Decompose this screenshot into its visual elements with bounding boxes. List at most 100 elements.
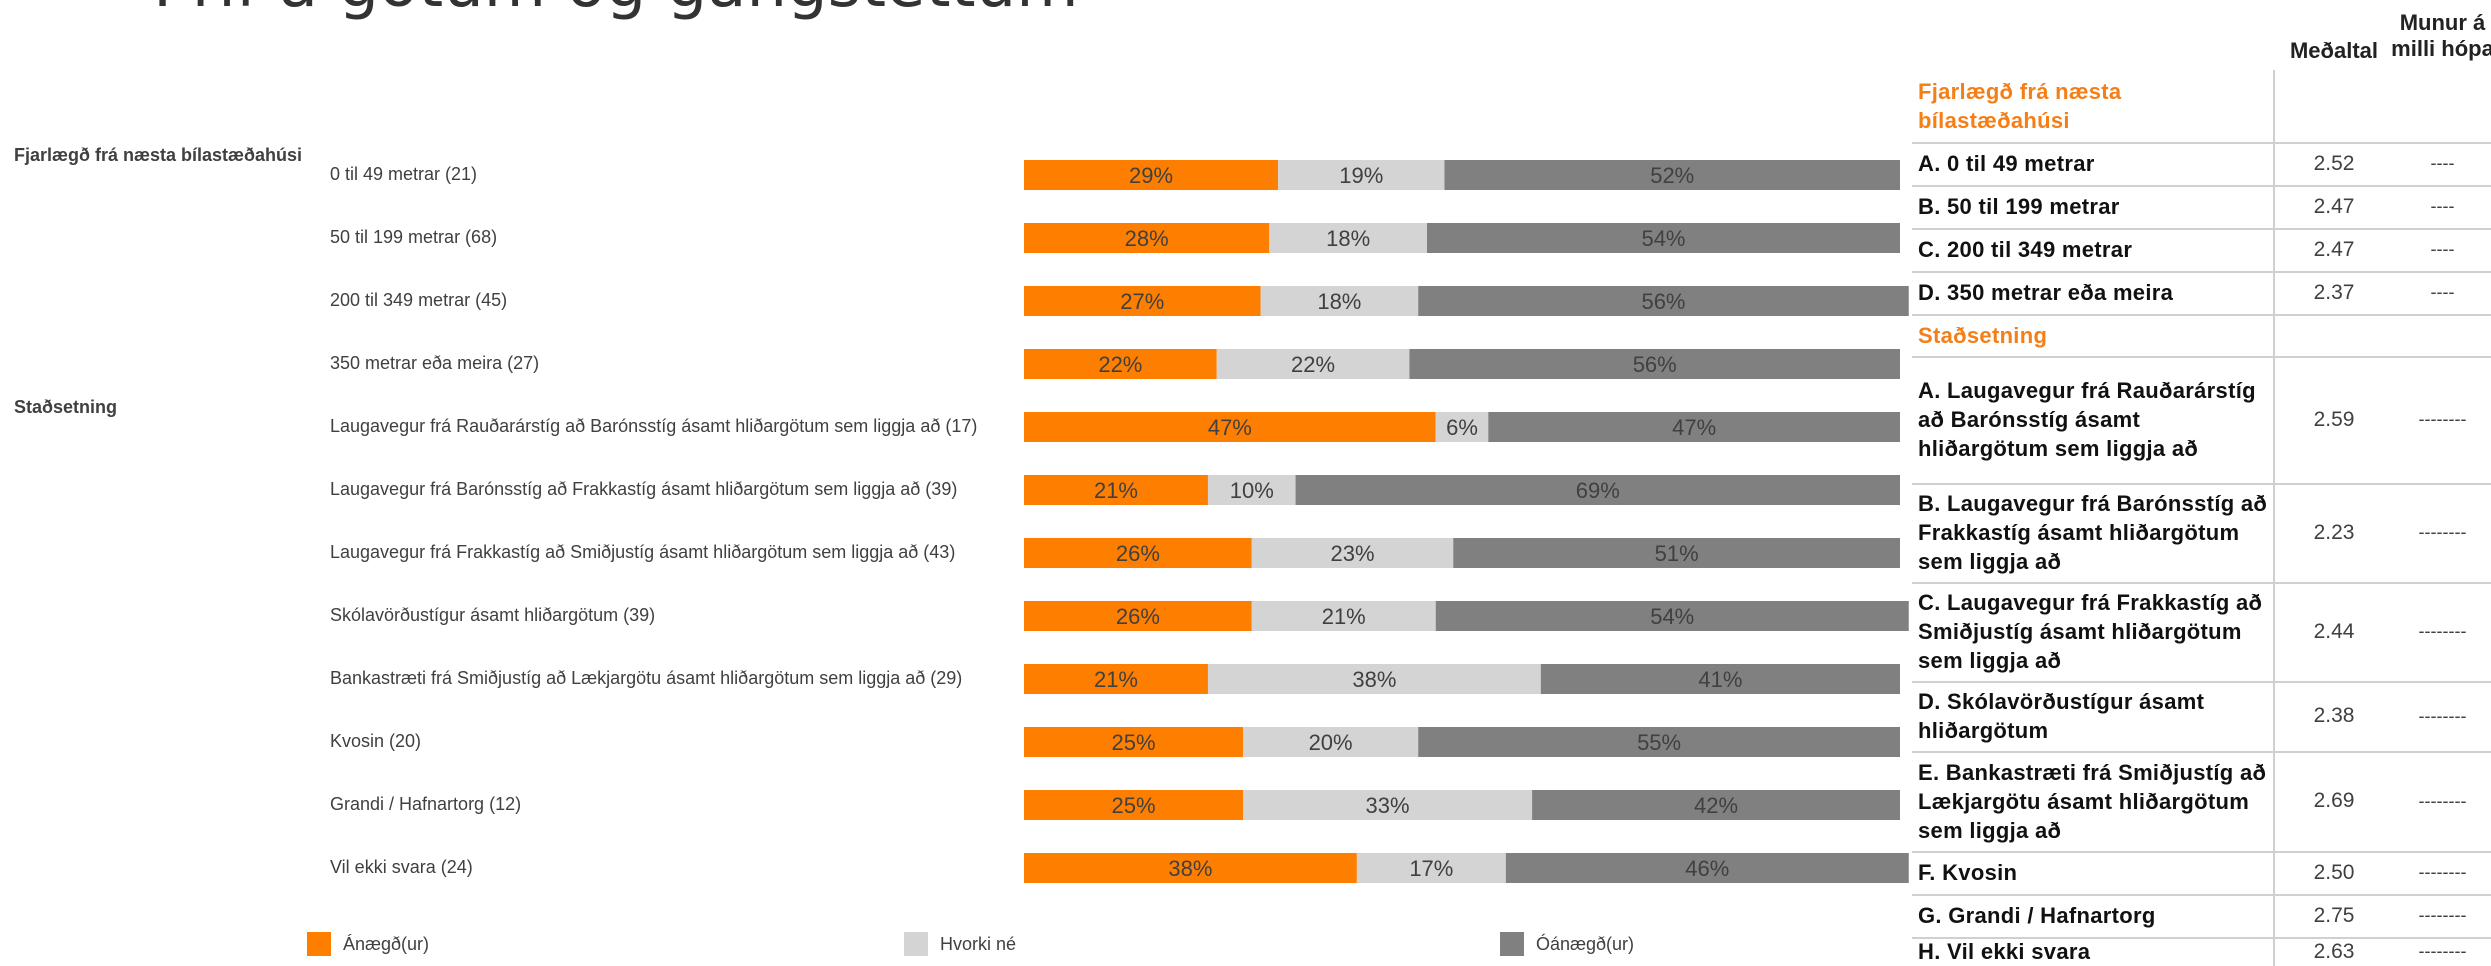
category-label: 200 til 349 metrar (45) [330, 290, 508, 310]
legend-swatch-satisfied [307, 932, 331, 956]
table-divider [1912, 681, 2491, 683]
group-label-distance: Fjarlægð frá næsta bílastæðahúsi [14, 145, 303, 165]
data-label-dissatisfied: 41% [1698, 667, 1742, 692]
table-row-label: G. Grandi / Hafnartorg [1918, 903, 2156, 928]
bar-satisfied [1024, 223, 1270, 253]
data-label-neutral: 22% [1291, 352, 1335, 377]
data-label-satisfied: 47% [1208, 415, 1252, 440]
table-cell-mean: 2.69 [2313, 789, 2355, 812]
table-divider [1912, 483, 2491, 485]
data-label-satisfied: 21% [1094, 478, 1138, 503]
category-label: 350 metrar eða meira (27) [330, 353, 540, 373]
data-label-neutral: 23% [1330, 541, 1374, 566]
bar-dissatisfied [1418, 286, 1909, 316]
bar-satisfied [1024, 790, 1243, 820]
bar-dissatisfied [1444, 160, 1900, 190]
table-cell-diff: ---- [2430, 239, 2455, 259]
bar-neutral [1269, 223, 1427, 253]
data-label-dissatisfied: 69% [1576, 478, 1620, 503]
data-label-neutral: 33% [1366, 793, 1410, 818]
table-row-label: F. Kvosin [1918, 860, 2018, 885]
bar-satisfied [1024, 412, 1436, 442]
bar-neutral [1216, 349, 1410, 379]
bar-satisfied [1024, 664, 1208, 694]
data-label-neutral: 38% [1352, 667, 1396, 692]
table-cell-diff: ---- [2430, 196, 2455, 216]
table-header-mean: Meðaltal [2289, 38, 2379, 63]
table-divider [1912, 142, 2491, 144]
table-cell-diff: -------- [2418, 905, 2467, 925]
table-cell-mean: 2.44 [2313, 619, 2355, 643]
table-cell-diff: -------- [2418, 862, 2467, 882]
data-label-satisfied: 28% [1125, 226, 1169, 251]
data-label-satisfied: 21% [1094, 667, 1138, 692]
bar-neutral [1243, 727, 1419, 757]
data-label-satisfied: 26% [1116, 604, 1160, 629]
table-divider [1912, 185, 2491, 187]
table-divider [1912, 314, 2491, 316]
bar-neutral [1243, 790, 1533, 820]
bar-satisfied [1024, 727, 1243, 757]
table-cell-diff: -------- [2418, 941, 2467, 961]
table-divider [1912, 356, 2491, 358]
table-row-label: D. Skólavörðustígur ásamt hliðargötum [1918, 689, 2205, 743]
bar-dissatisfied [1540, 664, 1900, 694]
bar-neutral [1251, 601, 1436, 631]
bar-neutral [1278, 160, 1445, 190]
bar-dissatisfied [1426, 223, 1900, 253]
data-label-dissatisfied: 56% [1641, 289, 1685, 314]
bar-satisfied [1024, 601, 1252, 631]
table-cell-mean [2274, 70, 2394, 142]
data-label-dissatisfied: 56% [1633, 352, 1677, 377]
table-cell-mean: 2.38 [2313, 704, 2355, 727]
bar-neutral [1260, 286, 1419, 316]
legend-swatch-dissatisfied [1500, 932, 1524, 956]
bar-dissatisfied [1532, 790, 1900, 820]
bar-neutral [1435, 412, 1489, 442]
legend-item-dissatisfied: Óánægð(ur) [1500, 932, 1634, 956]
table-cell-diff [2394, 314, 2491, 356]
table-divider [1912, 228, 2491, 230]
legend-label-neutral: Hvorki né [940, 933, 1017, 954]
legend-label-satisfied: Ánægð(ur) [343, 933, 430, 954]
data-label-dissatisfied: 52% [1650, 163, 1694, 188]
table-cell-diff: -------- [2418, 409, 2467, 429]
data-label-satisfied: 38% [1168, 856, 1212, 881]
page-title: -Þrif á götum og gangstéttum [130, 0, 1079, 22]
legend-label-dissatisfied: Óánægð(ur) [1536, 933, 1635, 954]
table-cell-diff [2394, 70, 2491, 142]
bar-dissatisfied [1409, 349, 1900, 379]
table-cell-diff: -------- [2418, 790, 2467, 811]
table-cell-diff: -------- [2418, 522, 2467, 542]
bar-satisfied [1024, 475, 1208, 505]
bar-satisfied [1024, 349, 1217, 379]
category-label: Skólavörðustígur ásamt hliðargötum (39) [330, 605, 656, 625]
legend-swatch-neutral [904, 932, 928, 956]
table-column-divider [2273, 70, 2275, 966]
table-section-label: Staðsetning [1918, 322, 2048, 348]
bar-satisfied [1024, 286, 1261, 316]
bar-dissatisfied [1295, 475, 1900, 505]
table-cell-mean: 2.52 [2313, 151, 2355, 175]
bar-dissatisfied [1453, 538, 1900, 568]
table-row-label: H. Vil ekki svara [1918, 939, 2091, 964]
bar-dissatisfied [1488, 412, 1900, 442]
category-label: Laugavegur frá Rauðarárstíg að Barónsstí… [330, 416, 978, 436]
table-cell-mean: 2.47 [2313, 237, 2355, 261]
table-cell-mean: 2.63 [2313, 939, 2355, 963]
table-divider [1912, 582, 2491, 584]
table-section-label: Fjarlægð frá næsta bílastæðahúsi [1918, 79, 2122, 133]
category-label: Bankastræti frá Smiðjustíg að Lækjargötu… [330, 668, 963, 688]
category-label: Grandi / Hafnartorg (12) [330, 794, 522, 814]
data-label-satisfied: 25% [1111, 793, 1155, 818]
bar-dissatisfied [1418, 727, 1900, 757]
bar-dissatisfied [1505, 853, 1909, 883]
table-row-label: C. Laugavegur frá Frakkastíg að Smiðjust… [1918, 590, 2263, 673]
data-label-neutral: 20% [1309, 730, 1353, 755]
data-label-neutral: 21% [1322, 604, 1366, 629]
category-label: Kvosin (20) [330, 731, 422, 751]
data-label-neutral: 18% [1326, 226, 1370, 251]
legend-item-neutral: Hvorki né [904, 932, 1016, 956]
table-cell-diff: -------- [2418, 705, 2467, 726]
category-label: Vil ekki svara (24) [330, 857, 473, 877]
